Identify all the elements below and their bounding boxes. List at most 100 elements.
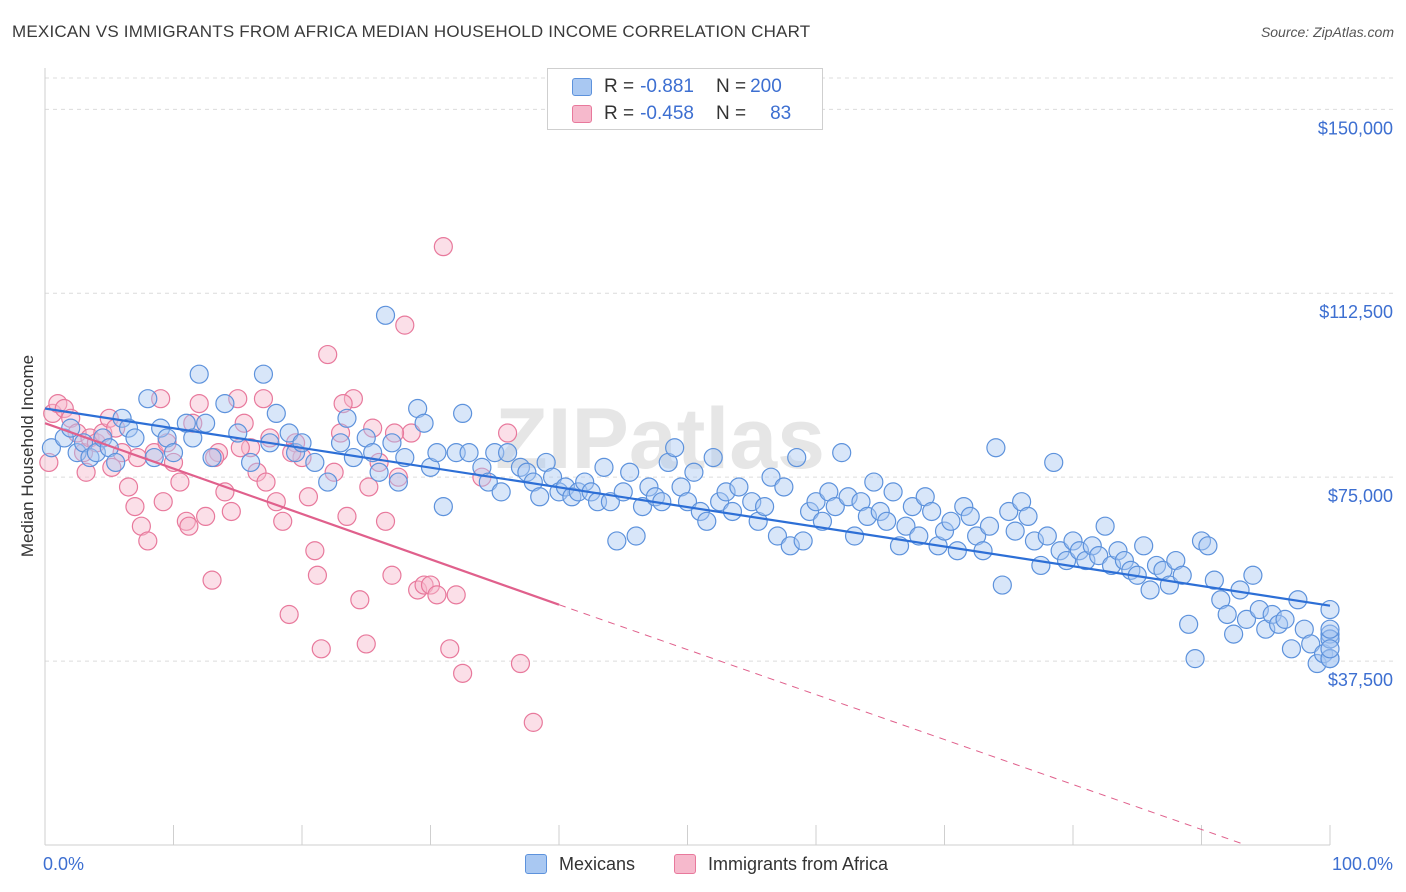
africa-point	[523, 712, 543, 732]
y-tick-label: $150,000	[1318, 118, 1393, 138]
africa-point	[298, 487, 319, 507]
source-label: Source: ZipAtlas.com	[1260, 24, 1394, 40]
africa-point	[359, 477, 379, 497]
blue-swatch	[525, 854, 547, 874]
africa-point	[138, 531, 158, 551]
mexicans-point	[453, 403, 473, 424]
mexicans-point	[67, 443, 87, 463]
africa-point	[433, 237, 453, 257]
africa-point	[228, 389, 248, 409]
africa-point	[318, 344, 338, 365]
africa-point	[414, 575, 434, 595]
mexicans-point	[632, 496, 653, 517]
mexicans-point	[607, 531, 627, 551]
mexicans-point	[742, 492, 762, 512]
mexicans-point	[1005, 521, 1025, 541]
mexicans-point	[979, 516, 1000, 536]
y-tick-label: $37,500	[1328, 670, 1393, 690]
mexicans-point	[909, 526, 929, 546]
mexicans-trend-line	[44, 407, 1331, 607]
mexicans-point	[414, 413, 434, 433]
mexicans-point	[1243, 565, 1263, 585]
mexicans-point	[787, 447, 807, 468]
mexicans-point	[183, 428, 203, 448]
africa-point	[427, 585, 447, 605]
r-label: R =	[604, 103, 635, 124]
africa-point	[337, 506, 357, 527]
mexicans-point	[1031, 555, 1051, 576]
mexicans-point	[163, 443, 184, 463]
africa-trend-extension	[558, 604, 1247, 846]
r-value: -0.881	[640, 76, 694, 97]
mexicans-point	[491, 482, 511, 502]
y-tick-label: $75,000	[1328, 486, 1393, 506]
africa-point	[350, 590, 370, 610]
mexicans-point	[330, 433, 351, 453]
y-tick-label: $112,500	[1319, 302, 1393, 322]
mexicans-point	[947, 541, 967, 561]
africa-point	[324, 462, 344, 482]
mexicans-point	[870, 501, 890, 522]
legend-label: Mexicans	[559, 853, 636, 874]
mexicans-point	[1140, 580, 1160, 600]
mexicans-point	[318, 472, 338, 492]
mexicans-point	[1320, 599, 1340, 620]
r-value: -0.458	[640, 103, 694, 124]
mexicans-point	[41, 438, 62, 458]
mexicans-point	[369, 462, 389, 482]
mexicans-point	[305, 452, 325, 473]
africa-point	[39, 452, 59, 473]
africa-point	[382, 565, 402, 585]
africa-point	[279, 604, 299, 625]
legend-row-africa: R = -0.458 N = 83	[572, 102, 791, 126]
mexicans-point	[253, 364, 274, 384]
n-value: 83	[770, 103, 792, 124]
africa-point	[401, 423, 421, 443]
africa-point	[253, 389, 274, 409]
mexicans-point	[1236, 609, 1257, 629]
trend-lines	[44, 407, 1331, 846]
africa-point	[388, 467, 408, 487]
mexicans-point	[1320, 619, 1340, 639]
mexicans-point	[375, 305, 396, 325]
mexicans-point	[992, 575, 1012, 595]
mexicans-point	[138, 389, 158, 409]
tick-labels: $37,500 $75,000 $112,500 $150,000 0.0% 100.0%	[43, 118, 1393, 874]
mexicans-point	[697, 511, 717, 531]
africa-point	[202, 570, 222, 590]
mexicans-point	[388, 472, 408, 492]
n-value: 200	[750, 76, 782, 97]
africa-point	[333, 393, 353, 414]
africa-point	[256, 472, 276, 492]
mexicans-point	[902, 496, 922, 517]
mexicans-point	[1320, 624, 1340, 644]
n-label: N =	[715, 103, 747, 124]
mexicans-point	[774, 477, 794, 497]
africa-point	[446, 585, 466, 605]
pink-swatch	[674, 854, 696, 874]
mexicans-point	[754, 496, 775, 517]
africa-point	[307, 565, 328, 585]
mexicans-point	[761, 467, 781, 487]
mexicans-point	[857, 506, 878, 527]
mexicans-point	[427, 443, 447, 463]
africa-point	[118, 477, 139, 497]
africa-point	[440, 639, 460, 659]
mexicans-point	[767, 526, 788, 546]
africa-point	[127, 447, 148, 468]
mexicans-point	[883, 482, 903, 502]
chart-title: MEXICAN VS IMMIGRANTS FROM AFRICA MEDIAN…	[12, 22, 811, 41]
africa-point	[375, 511, 396, 531]
mexicans-point	[703, 447, 723, 468]
mexicans-point	[1114, 550, 1135, 571]
africa-point	[311, 639, 331, 659]
africa-point	[510, 653, 531, 674]
mexicans-point	[202, 447, 222, 468]
mexicans-point	[877, 511, 897, 531]
bottom-legend-mexicans: Mexicans	[525, 851, 635, 877]
mexicans-point	[864, 472, 884, 492]
africa-point	[241, 438, 261, 458]
mexicans-point	[215, 393, 235, 414]
mexicans-point	[626, 526, 646, 546]
mexicans-point	[922, 501, 942, 522]
